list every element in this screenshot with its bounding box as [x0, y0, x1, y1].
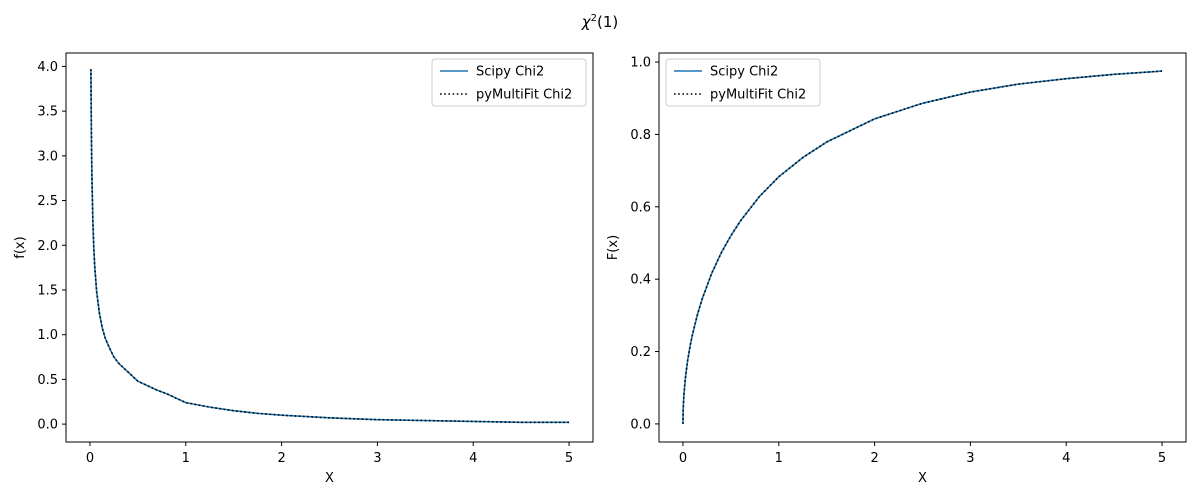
x-axis-label: X	[325, 471, 334, 486]
y-tick-label: 1.0	[630, 56, 651, 71]
y-tick-label: 0.4	[630, 273, 651, 288]
figure-title: χ2(1)	[581, 13, 619, 31]
legend-entry-label: pyMultiFit Chi2	[476, 88, 572, 103]
cdf-panel: 0 1 2 3 4 5 0.0 0.2 0.4 0.6 0.8 1.0 X F(x) Scipy Chi2 p…	[606, 52, 1187, 486]
y-tick-label: 2.5	[37, 194, 58, 209]
y-tick-label: 1.5	[37, 283, 58, 298]
x-tick-label: 2	[870, 451, 878, 466]
axes-frame	[65, 52, 594, 443]
y-tick-label: 2.0	[37, 239, 58, 254]
y-tick-label: 0.6	[630, 200, 651, 215]
legend-entry-label: pyMultiFit Chi2	[710, 88, 806, 103]
x-axis-label: X	[918, 471, 927, 486]
figure-title-args: (1)	[597, 13, 618, 31]
y-axis-label: f(x)	[13, 236, 28, 258]
y-tick-label: 3.0	[37, 149, 58, 164]
x-tick-label: 0	[679, 451, 687, 466]
x-tick-label: 3	[966, 451, 974, 466]
series-line-scipy	[90, 69, 570, 424]
legend-box	[431, 58, 587, 107]
pdf-panel: 0 1 2 3 4 5 0.0 0.5 1.0 1.5 2.0 2.5 3.0 3.5 4.0 Xf(x) Sc…	[13, 52, 594, 486]
y-tick-label: 1.0	[37, 328, 58, 343]
series-line-scipy	[682, 70, 1163, 424]
x-tick-label: 2	[277, 451, 285, 466]
y-tick-label: 0.0	[630, 417, 651, 432]
legend-entry-label: Scipy Chi2	[710, 65, 778, 80]
series-line-pymultifit	[682, 70, 1163, 424]
series-line-pymultifit	[90, 69, 570, 424]
y-axis-label: F(x)	[606, 235, 621, 260]
axes-frame	[658, 52, 1187, 443]
x-tick-label: 1	[775, 451, 783, 466]
figure-title-symbol: χ	[581, 13, 592, 31]
y-tick-label: 0.8	[630, 128, 651, 143]
x-tick-label: 4	[469, 451, 477, 466]
y-tick-label: 3.5	[37, 105, 58, 120]
y-tick-label: 0.2	[630, 345, 651, 360]
figure-title-superscript: 2	[591, 13, 597, 24]
legend: Scipy Chi2 pyMultiFit Chi2	[665, 58, 821, 107]
x-tick-label: 5	[565, 451, 573, 466]
legend: Scipy Chi2 pyMultiFit Chi2	[431, 58, 587, 107]
x-tick-label: 0	[86, 451, 94, 466]
legend-box	[665, 58, 821, 107]
y-tick-label: 0.5	[37, 373, 58, 388]
y-tick-label: 4.0	[37, 60, 58, 75]
x-tick-label: 3	[373, 451, 381, 466]
x-tick-label: 4	[1062, 451, 1070, 466]
x-tick-label: 5	[1158, 451, 1166, 466]
y-tick-label: 0.0	[37, 418, 58, 433]
legend-entry-label: Scipy Chi2	[476, 65, 544, 80]
x-tick-label: 1	[182, 451, 190, 466]
